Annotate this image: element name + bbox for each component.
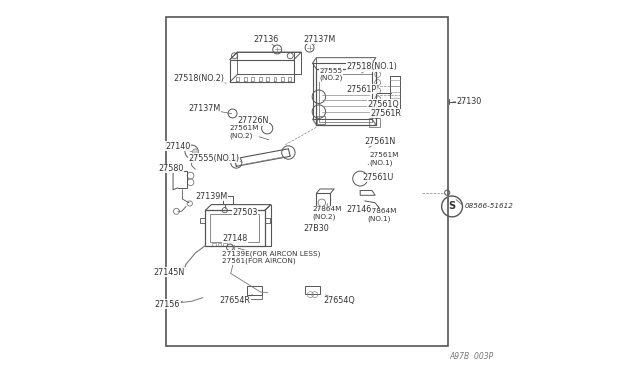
- Text: 27561M
(NO.2): 27561M (NO.2): [229, 125, 259, 139]
- Text: 08566-51612: 08566-51612: [465, 203, 513, 209]
- Text: 27139E(FOR AIRCON LESS)
27561(FOR AIRCON): 27139E(FOR AIRCON LESS) 27561(FOR AIRCON…: [223, 250, 321, 264]
- Text: 27518(NO.2): 27518(NO.2): [173, 74, 225, 83]
- Text: 27B30: 27B30: [303, 224, 329, 233]
- Text: 27503: 27503: [232, 208, 257, 217]
- Bar: [223, 243, 227, 246]
- Text: 27561U: 27561U: [362, 173, 394, 182]
- Text: 27561N: 27561N: [364, 137, 395, 146]
- Text: 27561R: 27561R: [371, 109, 402, 118]
- Text: 27146: 27146: [346, 205, 372, 214]
- Bar: [166, 17, 449, 346]
- Text: 27654R: 27654R: [220, 296, 251, 305]
- Text: S: S: [449, 201, 456, 211]
- Text: 27148: 27148: [223, 234, 248, 243]
- Text: 27136: 27136: [253, 35, 278, 44]
- Text: 27137M: 27137M: [304, 35, 336, 44]
- Text: 27864M
(NO.1): 27864M (NO.1): [368, 208, 397, 222]
- Text: 27145N: 27145N: [154, 268, 185, 277]
- Text: 27654Q: 27654Q: [323, 296, 355, 305]
- Text: 27555(NO.1): 27555(NO.1): [188, 154, 239, 163]
- Bar: [212, 243, 216, 246]
- Bar: [369, 118, 380, 127]
- Bar: [305, 286, 320, 294]
- Text: 27555
(NO.2): 27555 (NO.2): [319, 68, 343, 81]
- Text: 27130: 27130: [456, 97, 481, 106]
- Text: A97B  003P: A97B 003P: [450, 352, 494, 361]
- Circle shape: [193, 149, 198, 155]
- Text: 27561M
(NO.1): 27561M (NO.1): [369, 153, 399, 166]
- Bar: [218, 243, 221, 246]
- Text: 27726N: 27726N: [237, 116, 269, 125]
- Bar: [248, 286, 262, 295]
- Bar: [317, 116, 325, 124]
- Text: 27580: 27580: [159, 164, 184, 173]
- Bar: [316, 193, 330, 208]
- Text: 27561P: 27561P: [347, 85, 377, 94]
- Text: 27864M
(NO.2): 27864M (NO.2): [312, 206, 341, 219]
- Text: 27139M: 27139M: [195, 192, 227, 201]
- Text: 27156: 27156: [155, 300, 180, 309]
- Bar: [319, 74, 372, 122]
- Text: 27137M: 27137M: [189, 104, 221, 113]
- Text: 27561Q: 27561Q: [367, 100, 399, 109]
- Bar: [223, 196, 233, 204]
- Text: 27140: 27140: [165, 142, 191, 151]
- Text: 27518(NO.1): 27518(NO.1): [347, 62, 397, 71]
- Bar: [211, 214, 259, 242]
